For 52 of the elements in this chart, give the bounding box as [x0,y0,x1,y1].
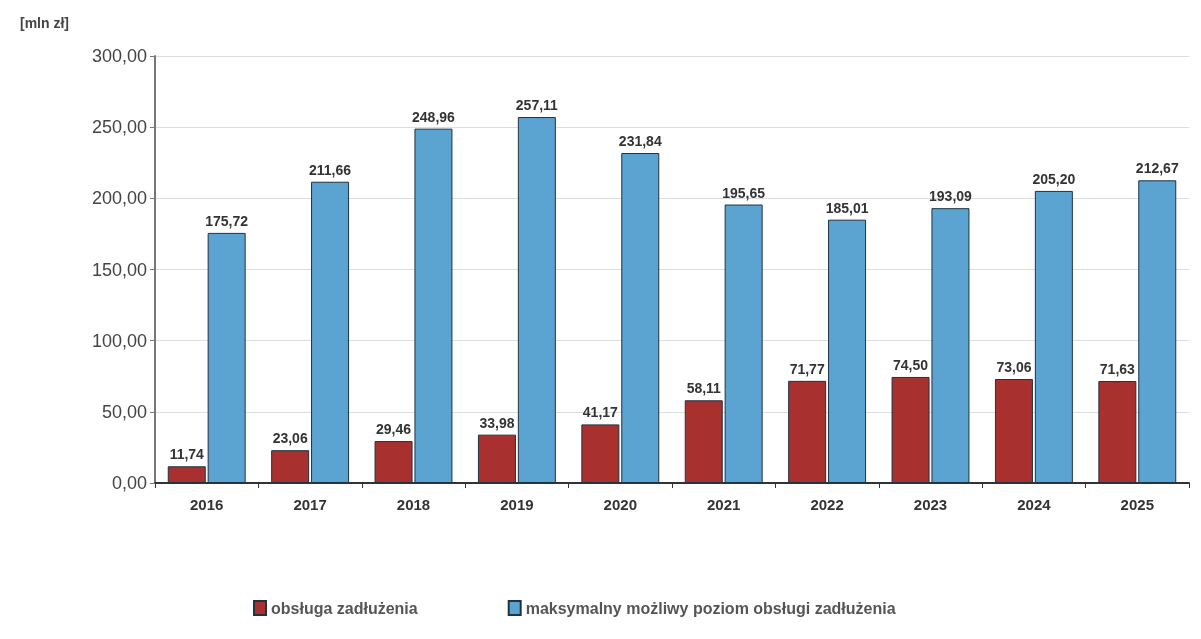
data-label: 205,20 [1032,170,1076,187]
bar [477,434,516,483]
bar [724,204,763,483]
y-tick-label: 150,00 [91,259,147,280]
data-label: 257,11 [515,97,559,114]
bar [788,380,827,483]
x-tick-label: 2022 [810,496,844,513]
data-label: 73,06 [996,359,1032,376]
data-label: 185,01 [825,199,869,216]
data-label: 11,74 [169,446,205,463]
x-tick-label: 2025 [1120,496,1154,513]
x-tick-label: 2016 [190,496,224,513]
data-label: 71,77 [789,360,825,377]
data-label: 23,06 [272,430,308,447]
data-label: 74,50 [893,356,929,373]
bar [517,117,556,483]
data-label: 212,67 [1135,160,1179,177]
y-tick-label: 100,00 [91,330,147,351]
data-label: 211,66 [309,161,352,178]
x-tick-label: 2017 [293,496,327,513]
data-label: 71,63 [1099,361,1136,378]
bar [167,466,206,483]
bar [207,232,246,483]
y-tick-label: 200,00 [91,188,147,209]
legend-label: maksymalny możliwy poziom obsługi zadłużenia [525,599,896,617]
x-tick-label: 2018 [396,496,431,513]
data-label: 193,09 [929,188,973,205]
y-tick-label: 0,00 [111,473,147,493]
y-tick-label: 50,00 [101,401,147,422]
x-tick-label: 2020 [603,496,637,513]
legend-label: obsługa zadłużenia [271,599,418,617]
bar [684,400,723,483]
data-label: 29,46 [376,421,412,438]
data-label: 58,11 [686,380,722,397]
data-label: 195,65 [722,184,766,201]
bar [311,181,350,483]
bar [1034,190,1073,483]
data-label: 248,96 [412,108,456,125]
y-axis-title: [mln zł] [20,15,69,31]
bar [994,379,1033,483]
data-label: 41,17 [582,404,619,421]
y-tick-label: 250,00 [91,117,147,138]
bar [271,450,310,483]
bar [828,219,867,483]
data-label: 231,84 [618,133,662,150]
x-tick-label: 2021 [707,496,741,513]
data-label: 33,98 [479,414,515,431]
x-tick-label: 2024 [1017,496,1052,513]
x-tick-label: 2023 [913,496,948,513]
data-label: 175,72 [205,212,249,229]
x-tick-label: 2019 [500,496,534,513]
y-tick-label: 300,00 [91,46,147,66]
